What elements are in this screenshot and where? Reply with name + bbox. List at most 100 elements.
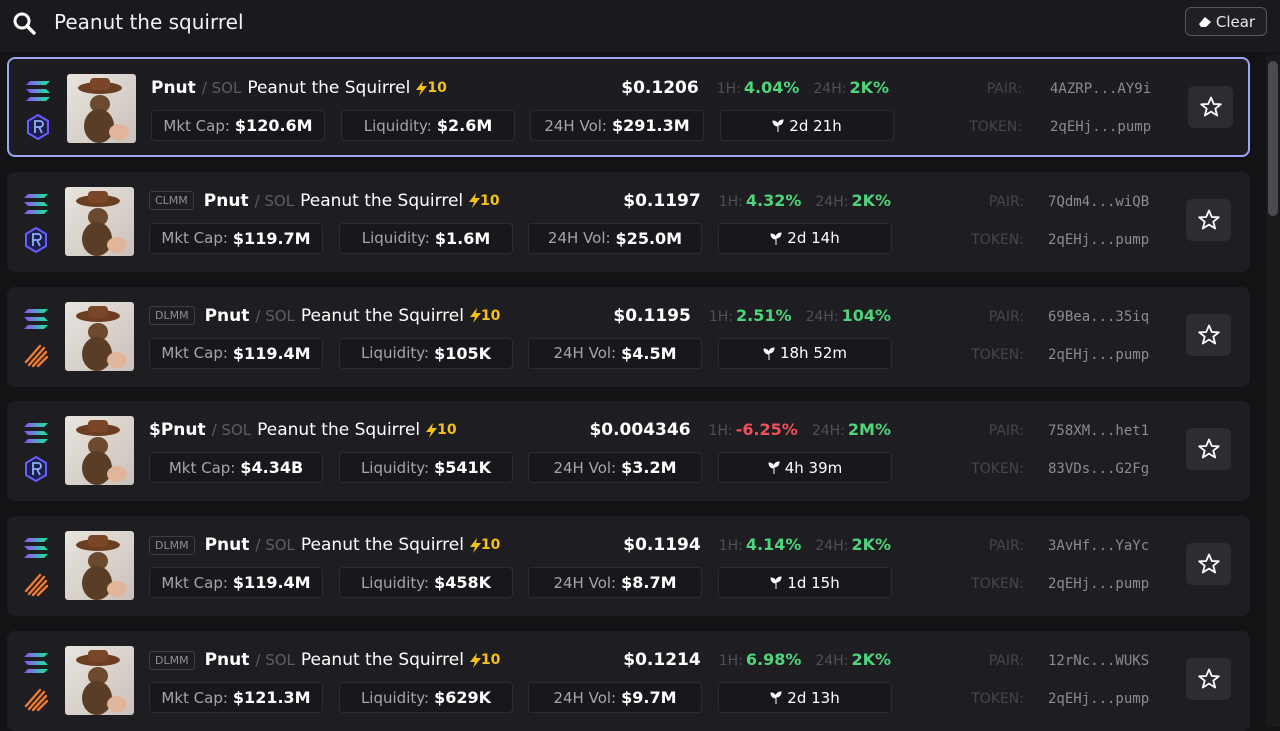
address[interactable]: 12rNc...WUKS [1048, 653, 1150, 669]
stat-label: Liquidity: [360, 573, 430, 592]
result-row[interactable]: CLMM Pnut / SOL Peanut the Squirrel 10 $0.119… [7, 171, 1250, 272]
clear-button[interactable]: Clear [1185, 7, 1267, 36]
age: 2d 21h [789, 116, 842, 135]
change-label: 24H: [811, 423, 845, 440]
stat-value: $119.4M [232, 343, 311, 363]
star-icon [1197, 553, 1220, 574]
token-symbol: Pnut [204, 650, 250, 670]
address-label: PAIR: [988, 653, 1024, 669]
token-name: Peanut the Squirrel [300, 305, 464, 326]
stat-label: Liquidity: [363, 116, 432, 135]
boost: 10 [469, 537, 500, 553]
age-box: 2d 21h [720, 110, 894, 141]
address[interactable]: 4AZRP...AY9i [1050, 81, 1152, 97]
change-value: 104% [841, 305, 891, 325]
stat-box: Mkt Cap: $119.4M [149, 337, 323, 369]
address-label: TOKEN: [969, 119, 1022, 135]
stat-label: 24H Vol: [547, 229, 611, 248]
token-symbol: Pnut [151, 78, 196, 98]
token-image [65, 646, 134, 715]
favorite-button[interactable] [1186, 658, 1231, 700]
price: $0.1214 [623, 650, 701, 670]
change-1h: 1H: 4.04% [717, 78, 800, 97]
stat-box: 24H Vol: $9.7M [528, 682, 702, 713]
age: 1d 15h [787, 573, 840, 592]
address[interactable]: 2qEHj...pump [1048, 576, 1150, 593]
stat-box: Liquidity: $2.6M [341, 110, 515, 141]
change-24h: 24H: 2K% [815, 191, 891, 210]
favorite-button[interactable] [1188, 86, 1233, 128]
address-label: PAIR: [988, 308, 1024, 325]
search-input[interactable]: Peanut the squirrel [54, 10, 244, 34]
favorite-button[interactable] [1186, 543, 1231, 586]
change-24h: 24H: 2M% [812, 420, 891, 439]
boost: 10 [469, 308, 500, 324]
bolt-icon [426, 422, 438, 438]
address-label: PAIR: [988, 423, 1024, 440]
squirrel-image [65, 301, 134, 371]
stat-label: Liquidity: [360, 688, 430, 707]
result-row[interactable]: DLMM Pnut / SOL Peanut the Squirrel 10 $0.119… [7, 286, 1250, 387]
stat-box: Mkt Cap: $121.3M [149, 682, 323, 713]
result-row[interactable]: DLMM Pnut / SOL Peanut the Squirrel 10 $0.119… [7, 516, 1250, 617]
price: $0.1206 [621, 78, 699, 98]
quote-token: / SOL [254, 191, 295, 210]
stat-value: $8.7M [621, 573, 677, 593]
stat-box: 24H Vol: $3.2M [528, 452, 702, 484]
address-label: TOKEN: [971, 346, 1024, 363]
dex-icon [25, 456, 47, 483]
stat-value: $2.6M [436, 116, 493, 135]
token-name: Peanut the Squirrel [257, 420, 421, 441]
stat-box: Liquidity: $629K [339, 682, 513, 713]
boost-count: 10 [480, 652, 501, 668]
title-line: $Pnut / SOL Peanut the Squirrel 10 [149, 420, 457, 440]
result-row[interactable]: DLMM Pnut / SOL Peanut the Squirrel 10 $0.121… [7, 631, 1250, 731]
stat-label: Mkt Cap: [161, 344, 228, 363]
title-line: Pnut / SOL Peanut the Squirrel 10 [151, 78, 447, 98]
token-name: Peanut the Squirrel [300, 650, 464, 670]
quote-token: / SOL [211, 421, 252, 440]
address[interactable]: 2qEHj...pump [1048, 231, 1150, 248]
change-1h: 1H: 4.14% [719, 535, 802, 554]
quote-token: / SOL [255, 651, 295, 669]
scrollbar[interactable] [1266, 55, 1280, 727]
address[interactable]: 3AvHf...YaYc [1048, 538, 1150, 555]
address[interactable]: 7Qdm4...wiQB [1048, 193, 1150, 210]
stat-value: $119.7M [232, 228, 311, 248]
price: $0.004346 [589, 420, 691, 441]
address[interactable]: 2qEHj...pump [1050, 119, 1152, 135]
token-image [65, 301, 134, 371]
stat-value: $4.34B [240, 458, 304, 478]
stat-value: $25.0M [615, 228, 683, 248]
favorite-button[interactable] [1186, 313, 1231, 356]
stat-box: 24H Vol: $8.7M [528, 567, 702, 599]
result-row[interactable]: $Pnut / SOL Peanut the Squirrel 10 $0.004346… [7, 401, 1250, 502]
address[interactable]: 2qEHj...pump [1048, 691, 1150, 707]
scroll-thumb[interactable] [1268, 61, 1278, 216]
price-group: $0.1214 1H: 6.98% 24H: 2K% [623, 650, 891, 670]
stat-value: $9.7M [621, 688, 677, 707]
address[interactable]: 69Bea...35iq [1048, 308, 1150, 325]
address[interactable]: 758XM...het1 [1048, 423, 1150, 440]
change-label: 1H: [718, 193, 743, 210]
boost: 10 [469, 652, 501, 668]
quote-token: / SOL [201, 79, 242, 97]
stat-label: Mkt Cap: [163, 116, 230, 135]
stat-box: Mkt Cap: $119.7M [149, 222, 323, 254]
favorite-button[interactable] [1186, 428, 1231, 471]
stat-value: $541K [434, 458, 492, 478]
address-label: TOKEN: [971, 576, 1024, 593]
stat-box: 24H Vol: $25.0M [528, 222, 702, 254]
address[interactable]: 2qEHj...pump [1048, 346, 1150, 363]
token-name: Peanut the Squirrel [300, 190, 464, 211]
boost: 10 [469, 193, 500, 209]
sprout-icon [763, 347, 775, 360]
address[interactable]: 83VDs...G2Fg [1048, 461, 1150, 478]
star-icon [1197, 209, 1220, 230]
stat-box: Liquidity: $1.6M [339, 222, 513, 254]
favorite-button[interactable] [1186, 198, 1231, 241]
stat-box: Liquidity: $105K [339, 337, 513, 369]
boost: 10 [426, 422, 457, 438]
token-image [65, 416, 134, 486]
result-row[interactable]: Pnut / SOL Peanut the Squirrel 10 $0.1206 1H:… [7, 57, 1250, 157]
